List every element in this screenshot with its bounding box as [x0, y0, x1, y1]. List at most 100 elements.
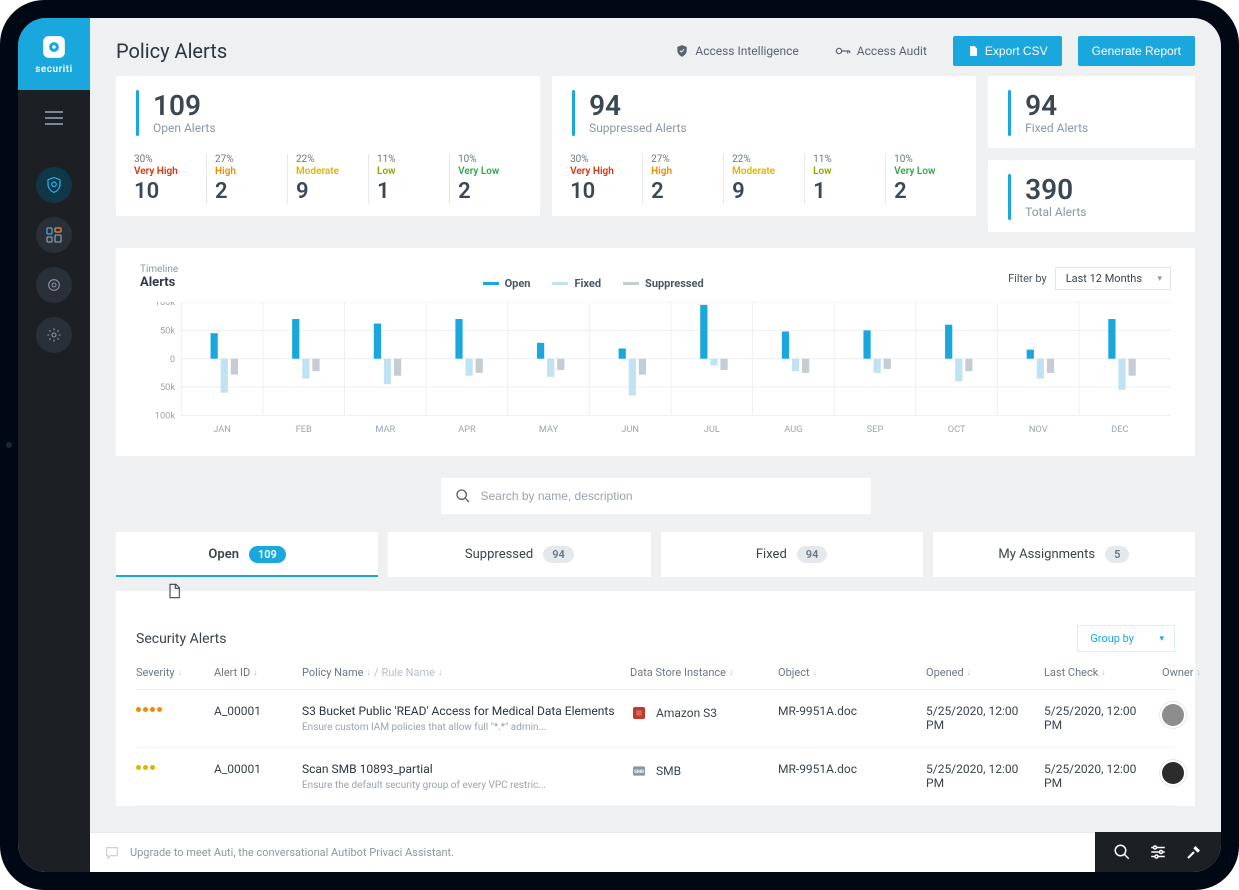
- brand-logo[interactable]: securiti: [18, 18, 90, 90]
- col-last-check: Last Check↓: [1044, 666, 1154, 679]
- total-alerts-value: 390: [1025, 175, 1086, 204]
- search-input[interactable]: [481, 489, 857, 503]
- stats-row: 109 Open Alerts 30%Very High1027%High222…: [90, 76, 1221, 232]
- access-audit-link[interactable]: Access Audit: [825, 44, 937, 58]
- nav-item-dashboard[interactable]: [36, 217, 72, 253]
- nav-item-settings[interactable]: [36, 317, 72, 353]
- cell-policy: Scan SMB 10893_partial Ensure the defaul…: [302, 762, 622, 791]
- tab-suppressed[interactable]: Suppressed 94: [388, 532, 650, 577]
- severity-stat: 11%Low1: [804, 154, 885, 204]
- security-alerts-card: Security Alerts Group by Severity↓ Alert…: [116, 591, 1195, 806]
- filter-value: Last 12 Months: [1066, 272, 1142, 285]
- severity-stat: 27%High2: [206, 154, 287, 204]
- hammer-icon[interactable]: [1185, 843, 1203, 861]
- severity-dots: [136, 704, 206, 712]
- severity-stat: 27%High2: [642, 154, 723, 204]
- nav-item-target[interactable]: [36, 267, 72, 303]
- cell-opened: 5/25/2020, 12:00 PM: [926, 704, 1036, 732]
- svg-text:JUL: JUL: [704, 424, 720, 435]
- tab-label: My Assignments: [998, 547, 1095, 562]
- suppressed-alerts-label: Suppressed Alerts: [589, 121, 687, 135]
- sliders-icon[interactable]: [1149, 843, 1167, 861]
- timeline-chart: 100k50k050k100kJANFEBMARAPRMAYJUNJULAUGS…: [140, 302, 1171, 442]
- cell-policy: S3 Bucket Public 'READ' Access for Medic…: [302, 704, 622, 733]
- groupby-select[interactable]: Group by: [1077, 625, 1175, 652]
- filter-select[interactable]: Last 12 Months: [1055, 267, 1171, 290]
- export-csv-button[interactable]: Export CSV: [953, 36, 1062, 66]
- table-header: Severity↓ Alert ID↓ Policy Name↓ / Rule …: [136, 652, 1175, 690]
- open-alerts-value: 109: [153, 91, 216, 120]
- tab-label: Suppressed: [465, 547, 533, 562]
- open-alerts-card: 109 Open Alerts 30%Very High1027%High222…: [116, 76, 540, 216]
- tab-my-assignments[interactable]: My Assignments5: [933, 532, 1195, 577]
- svg-text:NOV: NOV: [1029, 424, 1048, 435]
- svg-text:MAY: MAY: [539, 424, 559, 435]
- legend-open: Open: [505, 277, 531, 290]
- filter-label: Filter by: [1008, 272, 1047, 285]
- search-box[interactable]: [441, 478, 871, 514]
- table-row[interactable]: A_00001 Scan SMB 10893_partial Ensure th…: [136, 748, 1175, 806]
- cell-alert-id: A_00001: [214, 762, 294, 776]
- cell-opened: 5/25/2020, 12:00 PM: [926, 762, 1036, 790]
- access-intelligence-link[interactable]: Access Intelligence: [665, 44, 808, 58]
- svg-text:100k: 100k: [155, 302, 176, 308]
- legend-fixed: Fixed: [574, 277, 601, 290]
- tab-label: Fixed: [756, 547, 787, 562]
- dashboard-icon: [46, 227, 62, 243]
- tab-open[interactable]: Open109: [116, 532, 378, 577]
- main-content: Policy Alerts Access Intelligence Access…: [90, 18, 1221, 872]
- export-csv-label: Export CSV: [985, 44, 1048, 58]
- tab-fixed[interactable]: Fixed 94: [661, 532, 923, 577]
- brand-name: securiti: [35, 64, 72, 75]
- svg-text:SEP: SEP: [867, 424, 884, 435]
- key-icon: [835, 44, 851, 58]
- menu-toggle[interactable]: [45, 90, 63, 137]
- svg-text:OCT: OCT: [948, 424, 966, 435]
- nav-item-shield[interactable]: [36, 167, 72, 203]
- dev-tools: [1095, 832, 1221, 872]
- tab-label: Open: [208, 547, 239, 562]
- total-alerts-card: 390 Total Alerts: [988, 160, 1195, 232]
- brand-icon: [41, 34, 67, 60]
- severity-stat: 11%Low1: [368, 154, 449, 204]
- svg-text:SMB: SMB: [634, 769, 644, 775]
- tabs: Open109 Suppressed 94 Fixed 94 My Assignments…: [90, 532, 1221, 577]
- hamburger-icon: [45, 111, 63, 125]
- cell-datastore: SMBSMB: [630, 762, 770, 780]
- cell-last-check: 5/25/2020, 12:00 PM: [1044, 704, 1154, 732]
- col-object: Object↓: [778, 666, 918, 679]
- generate-report-button[interactable]: Generate Report: [1078, 36, 1195, 66]
- svg-text:DEC: DEC: [1111, 424, 1128, 435]
- fixed-alerts-label: Fixed Alerts: [1025, 121, 1088, 135]
- shield-gear-icon: [45, 176, 63, 194]
- search-icon[interactable]: [1113, 843, 1131, 861]
- datastore-icon: SMB: [630, 762, 648, 780]
- legend-suppressed: Suppressed: [645, 277, 704, 290]
- owner-avatar: [1162, 762, 1184, 784]
- fixed-alerts-value: 94: [1025, 91, 1088, 120]
- table-row[interactable]: A_00001 S3 Bucket Public 'READ' Access f…: [136, 690, 1175, 748]
- access-audit-label: Access Audit: [857, 44, 927, 58]
- open-alerts-label: Open Alerts: [153, 121, 216, 135]
- footer-text: Upgrade to meet Auti, the conversational…: [130, 846, 454, 859]
- fixed-alerts-card: 94 Fixed Alerts: [988, 76, 1195, 148]
- table-export-button[interactable]: [166, 583, 186, 603]
- search-icon: [455, 488, 471, 504]
- footer-bar: Upgrade to meet Auti, the conversational…: [90, 832, 1221, 872]
- suppressed-alerts-card: 94 Suppressed Alerts 30%Very High1027%Hi…: [552, 76, 976, 216]
- datastore-icon: [630, 704, 648, 722]
- tab-count: 94: [543, 546, 574, 563]
- severity-stat: 10%Very Low2: [449, 154, 530, 204]
- tab-count: 94: [797, 546, 828, 563]
- severity-stat: 30%Very High10: [126, 154, 206, 204]
- total-alerts-label: Total Alerts: [1025, 205, 1086, 219]
- severity-dots: [136, 762, 206, 770]
- chart-title: Alerts: [140, 275, 178, 290]
- svg-text:50k: 50k: [160, 325, 175, 336]
- cell-datastore: Amazon S3: [630, 704, 770, 722]
- table-title: Security Alerts: [136, 631, 1077, 647]
- chart-area: 100k50k050k100kJANFEBMARAPRMAYJUNJULAUGS…: [140, 302, 1171, 446]
- svg-text:APR: APR: [458, 424, 476, 435]
- severity-stat: 22%Moderate9: [287, 154, 368, 204]
- svg-text:AUG: AUG: [784, 424, 802, 435]
